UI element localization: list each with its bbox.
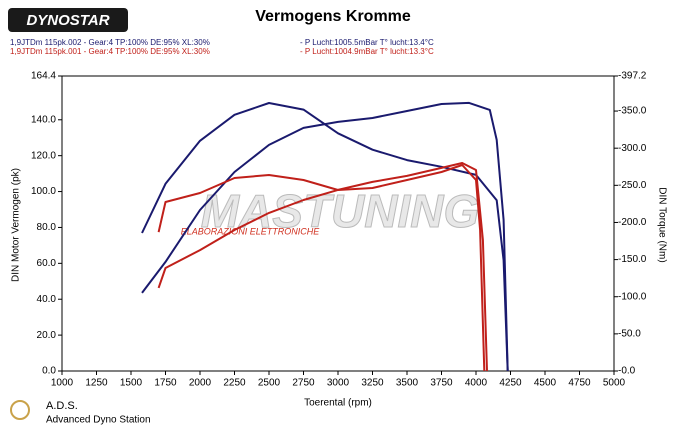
x-tick-label: 2750	[292, 378, 315, 389]
y2-tick-label: -50.0	[618, 329, 641, 340]
watermark: MASTUNING	[201, 185, 480, 237]
series-line	[157, 162, 488, 372]
x-tick-label: 4750	[568, 378, 591, 389]
x-tick-label: 3250	[361, 378, 384, 389]
x-tick-label: 5000	[603, 378, 626, 389]
y-axis-label: DIN Motor Vermogen (pk)	[11, 168, 22, 282]
y-tick-label: 140.0	[31, 114, 56, 125]
y-tick-label: 80.0	[37, 222, 57, 233]
x-tick-label: 2000	[189, 378, 212, 389]
x-tick-label: 1750	[154, 378, 177, 389]
x-tick-label: 1500	[120, 378, 143, 389]
y2-tick-label: -150.0	[618, 254, 647, 265]
y2-tick-label: -100.0	[618, 291, 647, 302]
chart-title: Vermogens Kromme	[255, 8, 411, 25]
run-conditions: - P Lucht:1005.5mBar T° lucht:13.4°C	[300, 38, 434, 47]
logo: DYNOSTAR	[26, 12, 109, 29]
y2-axis-label: DIN Torque (Nm)	[656, 187, 667, 262]
y-tick-label: 0.0	[42, 366, 56, 377]
x-tick-label: 1250	[85, 378, 108, 389]
y2-tick-label: -0.0	[618, 366, 636, 377]
y-tick-label: 20.0	[37, 330, 57, 341]
x-axis-label: Toerental (rpm)	[304, 398, 372, 409]
x-tick-label: 2500	[258, 378, 281, 389]
x-tick-label: 3000	[327, 378, 350, 389]
x-tick-label: 4500	[534, 378, 557, 389]
logo-box	[8, 8, 128, 32]
run-conditions: - P Lucht:1004.9mBar T° lucht:13.3°C	[300, 47, 434, 56]
y2-tick-label: -300.0	[618, 143, 647, 154]
y2-tick-label: -350.0	[618, 106, 647, 117]
y-tick-label: 100.0	[31, 186, 56, 197]
y2-tick-label: -200.0	[618, 217, 647, 228]
x-tick-label: 1000	[51, 378, 74, 389]
run-label: 1,9JTDm 115pk.001 - Gear:4 TP:100% DE:95…	[10, 47, 210, 56]
x-tick-label: 4000	[465, 378, 488, 389]
series-line	[141, 102, 509, 372]
y-tick-label: 120.0	[31, 150, 56, 161]
series-line	[157, 164, 486, 372]
y-tick-label: 40.0	[37, 294, 57, 305]
run-label: 1,9JTDm 115pk.002 - Gear:4 TP:100% DE:95…	[10, 38, 210, 47]
footer-icon	[10, 400, 30, 420]
y2-tick-label: -397.2	[618, 71, 647, 82]
y2-tick-label: -250.0	[618, 180, 647, 191]
x-tick-label: 4250	[499, 378, 522, 389]
footer-title: A.D.S.	[46, 400, 78, 412]
x-tick-label: 3500	[396, 378, 419, 389]
series-line	[141, 101, 509, 372]
x-tick-label: 2250	[223, 378, 246, 389]
y-tick-label: 164.4	[31, 71, 56, 82]
watermark-sub: ELABORAZIONI ELETTRONICHE	[181, 226, 321, 236]
x-tick-label: 3750	[430, 378, 453, 389]
footer-sub: Advanced Dyno Station	[46, 415, 151, 426]
y-tick-label: 60.0	[37, 258, 57, 269]
